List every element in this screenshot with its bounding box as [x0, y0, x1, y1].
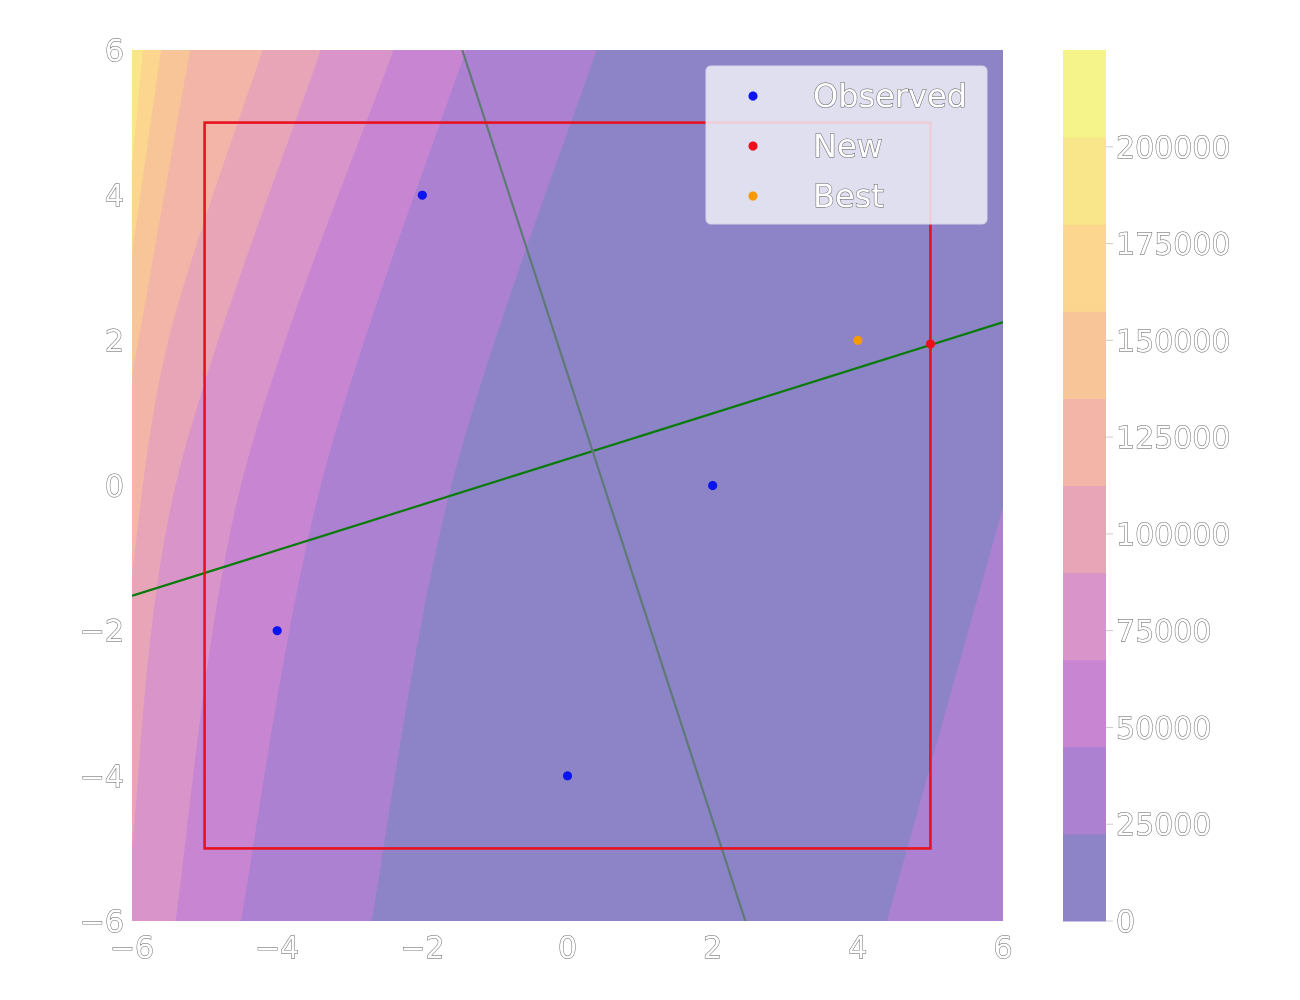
legend-marker-best — [748, 191, 758, 201]
x-tick-label: 4 — [848, 931, 867, 966]
colorbar-band-2 — [1063, 659, 1106, 748]
colorbar-tick-label: 0 — [1116, 905, 1135, 940]
contour-band-7 — [132, 50, 162, 254]
x-tick-label: −6 — [110, 931, 154, 966]
y-tick-label: −2 — [80, 615, 124, 650]
y-tick-label: −4 — [80, 760, 124, 795]
colorbar-tick-label: 75000 — [1116, 615, 1211, 650]
x-tick-label: 2 — [703, 931, 722, 966]
legend-box — [705, 65, 988, 225]
colorbar-tick-label: 125000 — [1116, 421, 1231, 456]
legend-label-best: Best — [813, 177, 884, 215]
legend: Observed New Best — [705, 65, 988, 225]
colorbar-ticks: 0 25000 50000 75000 100000 125000 150000 175000… — [1106, 130, 1231, 940]
observed-point-3 — [708, 480, 718, 491]
contour-band-right — [886, 507, 1003, 921]
colorbar-tick-label: 200000 — [1116, 131, 1231, 166]
colorbar-band-4 — [1063, 485, 1106, 574]
colorbar-band-3 — [1063, 572, 1106, 661]
y-axis-ticks: −6 −4 −2 0 2 4 6 — [79, 34, 124, 941]
colorbar-tick-label: 25000 — [1116, 808, 1211, 843]
y-tick-label: 4 — [105, 179, 124, 214]
colorbar-band-7 — [1063, 224, 1106, 312]
x-tick-label: 6 — [993, 931, 1012, 966]
observed-point-1 — [272, 626, 282, 636]
observed-point-0 — [417, 190, 427, 200]
colorbar-tick-label: 175000 — [1116, 228, 1231, 263]
observed-point-2 — [562, 771, 573, 781]
scatter-points — [272, 190, 936, 781]
colorbar-tick-label: 50000 — [1116, 711, 1211, 746]
x-tick-label: −4 — [255, 931, 299, 966]
legend-marker-observed — [748, 91, 758, 101]
colorbar — [1063, 50, 1106, 922]
colorbar-band-9 — [1063, 50, 1106, 138]
line-1 — [461, 50, 747, 921]
y-tick-label: 0 — [105, 470, 124, 505]
y-tick-label: 6 — [105, 34, 124, 69]
colorbar-band-8 — [1063, 137, 1106, 225]
legend-label-observed: Observed — [813, 77, 967, 115]
y-tick-label: −6 — [80, 905, 124, 940]
colorbar-band-0 — [1063, 833, 1106, 922]
colorbar-band-1 — [1063, 746, 1106, 835]
colorbar-tick-label: 150000 — [1116, 324, 1231, 359]
colorbar-tick-label: 100000 — [1116, 518, 1231, 553]
y-tick-label: 2 — [105, 324, 124, 359]
colorbar-band-6 — [1063, 311, 1106, 399]
x-tick-label: 0 — [558, 931, 577, 966]
legend-marker-new — [748, 141, 758, 151]
colorbar-band-5 — [1063, 398, 1106, 486]
x-axis-ticks: −6 −4 −2 0 2 4 6 — [109, 931, 1013, 967]
contour-band-8 — [132, 50, 143, 167]
trust-region-box — [203, 121, 932, 850]
legend-label-new: New — [813, 127, 883, 165]
new-point-0 — [925, 339, 936, 349]
x-tick-label: −2 — [400, 931, 444, 966]
line-0 — [132, 321, 1003, 597]
plot-overlay — [132, 50, 1003, 921]
best-point-0 — [853, 335, 863, 345]
